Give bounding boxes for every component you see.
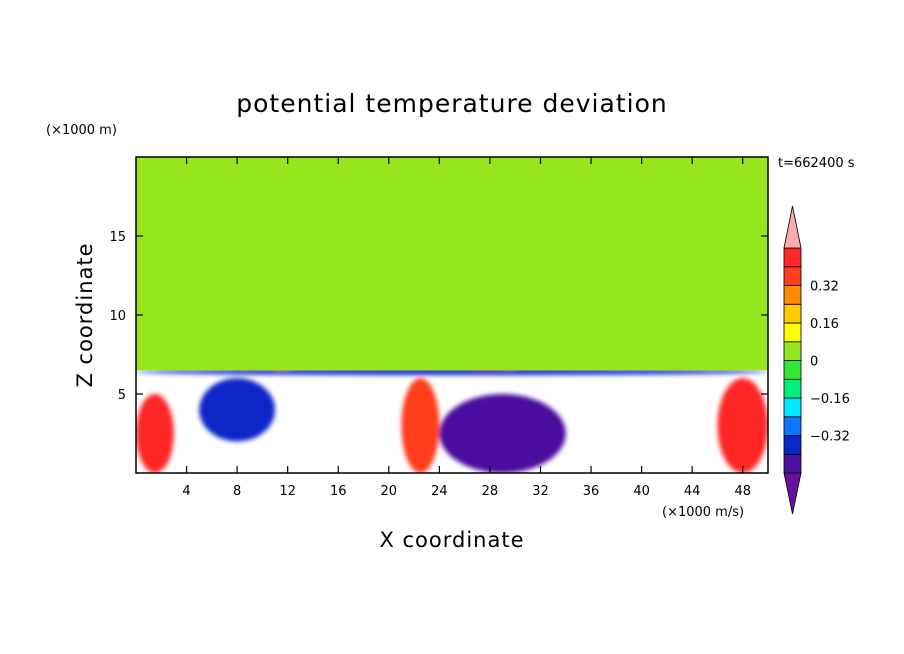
x-tick-label: 48 [734,484,751,499]
heatmap-region [199,378,276,442]
colorbar: 0.32 0.16 0 −0.16 −0.32 [783,205,850,515]
colorbar-tick-label: 0 [810,355,818,370]
y-axis-label: Z coordinate [73,242,97,387]
colorbar-box [783,435,802,455]
y-axis-unit: (×1000 m) [46,123,117,138]
x-tick-label: 24 [431,484,448,499]
x-tick-label: 36 [583,484,600,499]
x-tick-label: 40 [633,484,650,499]
x-axis: 4 8 12 16 20 24 28 32 36 40 44 48 [182,157,751,499]
x-tick-label: 16 [330,484,347,499]
x-tick-label: 12 [279,484,296,499]
heatmap-region [439,394,566,473]
colorbar-box [783,453,802,474]
colorbar-bottom-arrow [783,472,802,515]
colorbar-top-arrow [783,205,802,249]
x-tick-label: 28 [482,484,499,499]
colorbar-box [783,247,802,268]
colorbar-tick-label: 0.32 [810,280,839,295]
colorbar-tick-label: −0.32 [810,430,850,445]
heatmap-region [136,157,768,371]
colorbar-tick-label: 0.16 [810,317,839,332]
colorbar-box [783,322,802,343]
x-axis-label: X coordinate [379,528,524,552]
colorbar-box [783,341,802,361]
y-tick-label: 10 [109,309,126,324]
x-tick-label: 32 [532,484,549,499]
y-tick-label: 5 [118,388,126,403]
colorbar-box [783,360,802,380]
heatmap-region [401,378,440,473]
x-tick-label: 8 [233,484,241,499]
heatmap-region [136,394,174,473]
chart-title: potential temperature deviation [236,89,667,118]
x-tick-label: 4 [182,484,190,499]
x-tick-label: 20 [381,484,398,499]
time-label: t=662400 s [778,156,855,171]
heatmap-field [136,157,768,473]
y-tick-label: 15 [109,230,126,245]
colorbar-box [783,285,802,305]
colorbar-box [783,303,802,324]
colorbar-box [783,416,802,436]
y-axis: 5 10 15 [109,230,768,403]
heatmap-region [717,378,768,473]
colorbar-box [783,266,802,286]
x-tick-label: 44 [684,484,701,499]
x-axis-unit: (×1000 m/s) [662,505,744,520]
colorbar-box [783,378,802,399]
colorbar-box [783,397,802,418]
colorbar-tick-label: −0.16 [810,392,850,407]
